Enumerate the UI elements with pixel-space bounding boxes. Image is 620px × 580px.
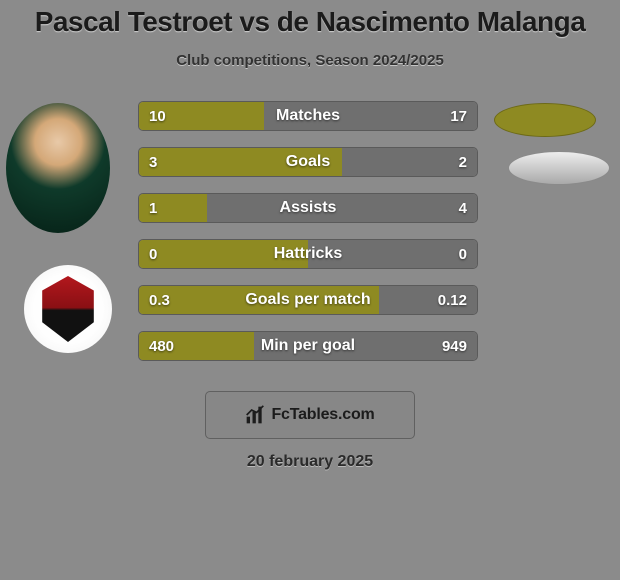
stat-bar-right bbox=[264, 102, 477, 130]
stat-row: 00Hattricks bbox=[138, 239, 478, 269]
stat-value-left: 0.3 bbox=[149, 286, 170, 314]
comparison-area: 1017Matches32Goals14Assists00Hattricks0.… bbox=[0, 93, 620, 383]
stat-value-left: 3 bbox=[149, 148, 157, 176]
date-text: 20 february 2025 bbox=[0, 453, 620, 471]
stat-row: 14Assists bbox=[138, 193, 478, 223]
stat-value-left: 0 bbox=[149, 240, 157, 268]
stat-bar-left bbox=[139, 286, 379, 314]
stat-value-left: 10 bbox=[149, 102, 166, 130]
stat-bar-right bbox=[308, 240, 477, 268]
stat-value-left: 480 bbox=[149, 332, 174, 360]
stat-row: 32Goals bbox=[138, 147, 478, 177]
player-right-ellipse bbox=[508, 151, 610, 185]
stat-value-right: 2 bbox=[459, 148, 467, 176]
stat-row: 480949Min per goal bbox=[138, 331, 478, 361]
stat-bar-right bbox=[207, 194, 477, 222]
stat-value-right: 0 bbox=[459, 240, 467, 268]
player-left-ellipse bbox=[494, 103, 596, 137]
subtitle: Club competitions, Season 2024/2025 bbox=[0, 52, 620, 69]
stat-bars: 1017Matches32Goals14Assists00Hattricks0.… bbox=[138, 101, 478, 377]
stat-value-right: 0.12 bbox=[438, 286, 467, 314]
stat-row: 1017Matches bbox=[138, 101, 478, 131]
player-left-avatar bbox=[6, 103, 110, 233]
stat-bar-right bbox=[342, 148, 477, 176]
brand-text: FcTables.com bbox=[271, 406, 374, 424]
stat-value-left: 1 bbox=[149, 194, 157, 222]
page-title: Pascal Testroet vs de Nascimento Malanga bbox=[0, 0, 620, 38]
brand-box: FcTables.com bbox=[205, 391, 415, 439]
comparison-infographic: { "background_color": "#8b8b8b", "title"… bbox=[0, 0, 620, 580]
stat-bar-left bbox=[139, 240, 308, 268]
stat-bar-left bbox=[139, 148, 342, 176]
stat-row: 0.30.12Goals per match bbox=[138, 285, 478, 315]
stat-value-right: 949 bbox=[442, 332, 467, 360]
club-crest-icon bbox=[38, 276, 98, 342]
player-left-club-logo bbox=[24, 265, 112, 353]
stat-value-right: 4 bbox=[459, 194, 467, 222]
stat-value-right: 17 bbox=[450, 102, 467, 130]
brand-chart-icon bbox=[245, 405, 265, 425]
